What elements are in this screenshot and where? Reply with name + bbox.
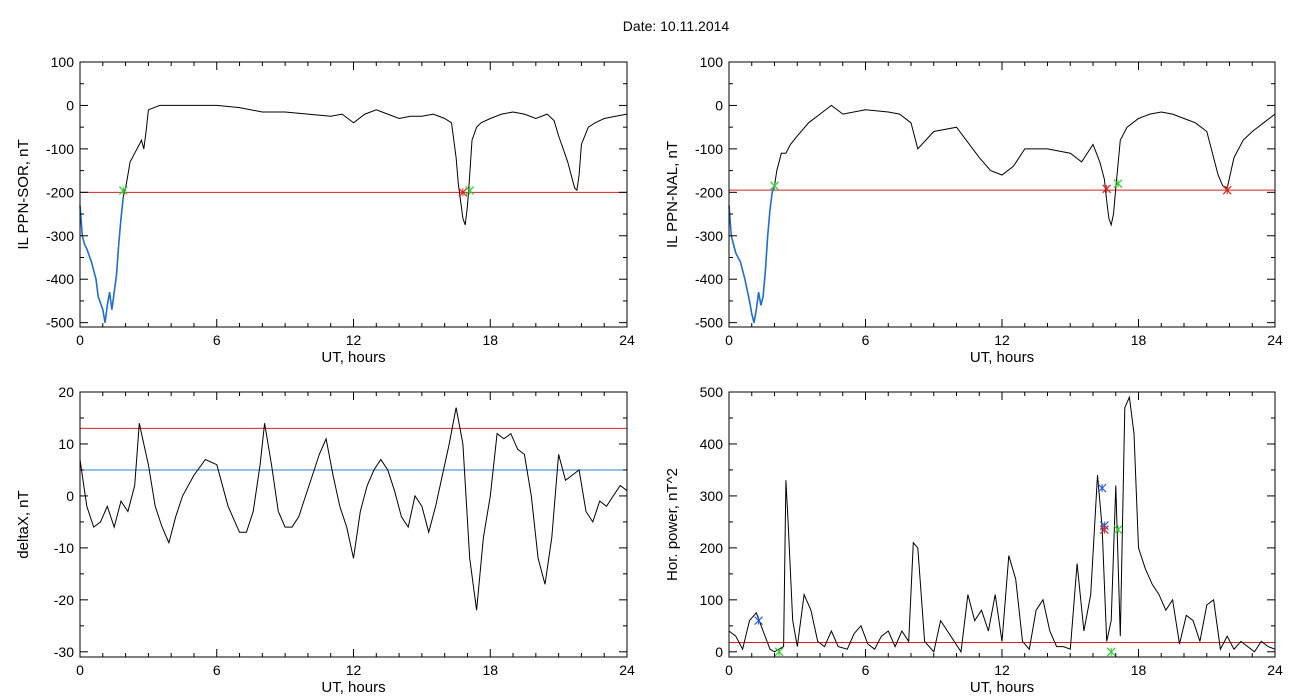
y-tick-label: 300	[700, 488, 724, 504]
x-tick-label: 12	[994, 662, 1010, 678]
x-tick-label: 0	[76, 662, 84, 678]
x-tick-label: 12	[994, 332, 1010, 348]
x-tick-label: 12	[346, 332, 362, 348]
y-tick-label: -500	[46, 315, 74, 331]
data-marker	[1102, 184, 1112, 194]
y-tick-label: -200	[46, 184, 74, 200]
data-marker	[770, 181, 779, 191]
y-tick-label: 20	[58, 384, 74, 400]
x-axis-title: UT, hours	[970, 349, 1034, 366]
data-marker	[754, 616, 763, 626]
y-tick-label: -400	[46, 271, 74, 287]
data-marker	[1113, 525, 1123, 535]
series-line	[79, 407, 628, 611]
chart-panel-deltax: 0 6 12 18 24 -30 -20 -10 0 10 20 UT, hours deltaX, n…	[15, 384, 635, 696]
x-tick-label: 0	[725, 662, 733, 678]
x-tick-label: 12	[346, 662, 362, 678]
y-tick-label: 0	[66, 97, 74, 113]
y-tick-label: 200	[700, 540, 724, 556]
y-tick-label: 100	[700, 54, 724, 70]
page-title: Date: 10.11.2014	[622, 18, 730, 34]
x-axis-title: UT, hours	[970, 679, 1034, 696]
y-tick-label: 10	[58, 436, 74, 452]
y-axis-title: IL PPN-SOR, nT	[15, 139, 32, 249]
y-axis-title: IL PPN-NAL, nT	[664, 141, 681, 248]
chart-panel-power: 0 6 12 18 24 0 100 200 300 400 500 UT, hours Hor. po…	[664, 384, 1283, 696]
x-tick-label: 18	[1131, 332, 1147, 348]
y-tick-label: 0	[66, 488, 74, 504]
y-tick-label: 0	[715, 97, 723, 113]
x-tick-label: 24	[1267, 662, 1283, 678]
x-tick-label: 6	[213, 662, 221, 678]
data-marker	[458, 187, 468, 197]
data-marker	[118, 186, 128, 196]
series-line	[79, 104, 628, 323]
y-axis-title: deltaX, nT	[15, 490, 32, 558]
y-tick-label: 500	[700, 384, 724, 400]
x-tick-label: 24	[619, 662, 635, 678]
data-marker	[465, 186, 475, 196]
data-marker	[774, 647, 784, 657]
y-tick-label: -100	[695, 141, 723, 157]
y-tick-label: 100	[51, 54, 75, 70]
y-tick-label: -400	[695, 271, 723, 287]
x-axis-title: UT, hours	[321, 349, 385, 366]
x-tick-label: 18	[482, 662, 498, 678]
y-tick-label: -300	[46, 228, 74, 244]
y-tick-label: 400	[700, 436, 724, 452]
series-line	[728, 395, 1276, 654]
x-tick-label: 0	[725, 332, 733, 348]
x-tick-label: 18	[1131, 662, 1147, 678]
y-tick-label: -300	[695, 228, 723, 244]
data-marker	[1106, 647, 1116, 657]
plot-frame	[728, 391, 1276, 658]
y-tick-label: -20	[54, 592, 74, 608]
data-marker	[1113, 179, 1123, 189]
y-tick-label: -10	[54, 540, 74, 556]
chart-panel-nal: 0 6 12 18 24 -500 -400 -300 -200 -100 0 100 UT, hour…	[664, 54, 1283, 366]
chart-panel-sor: 0 6 12 18 24 -500 -400 -300 -200 -100 0 100 UT, hour…	[15, 54, 635, 366]
data-marker	[1222, 185, 1232, 195]
x-tick-label: 6	[862, 332, 870, 348]
data-marker	[1097, 483, 1107, 493]
y-tick-label: -30	[54, 644, 74, 660]
data-marker	[1099, 525, 1109, 535]
y-tick-label: 0	[715, 644, 723, 660]
x-axis-title: UT, hours	[321, 679, 385, 696]
x-tick-label: 6	[213, 332, 221, 348]
y-tick-label: -500	[695, 315, 723, 331]
y-tick-label: -200	[695, 184, 723, 200]
y-tick-label: 100	[700, 592, 724, 608]
plot-frame	[79, 61, 628, 328]
x-tick-label: 18	[482, 332, 498, 348]
plot-frame	[79, 391, 628, 658]
x-tick-label: 24	[1267, 332, 1283, 348]
y-axis-title: Hor. power, nT^2	[664, 468, 681, 581]
highlight-segment	[728, 185, 776, 323]
x-tick-label: 24	[619, 332, 635, 348]
x-tick-label: 0	[76, 332, 84, 348]
highlight-segment	[79, 196, 125, 323]
series-line	[728, 104, 1276, 323]
plot-frame	[728, 61, 1276, 328]
y-tick-label: -100	[46, 141, 74, 157]
x-tick-label: 6	[862, 662, 870, 678]
